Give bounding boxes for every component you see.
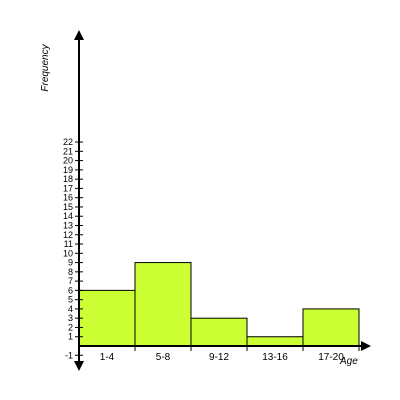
x-tick-label: 5-8	[156, 352, 171, 363]
y-tick-label: 12	[63, 230, 73, 240]
bar-9-12	[190, 317, 248, 347]
y-tick-label: 17	[63, 183, 73, 193]
y-tick-label: 5	[68, 295, 73, 305]
bars	[78, 262, 360, 347]
y-tick-label: 10	[63, 248, 73, 258]
y-tick-label: 1	[68, 332, 73, 342]
y-tick-label: 3	[68, 313, 73, 323]
y-axis-label: Frequency	[40, 43, 51, 91]
x-axis-arrow-right-icon	[361, 341, 371, 351]
y-tick-label: 6	[68, 285, 73, 295]
bar-17-20	[302, 308, 360, 347]
y-tick-label: 9	[68, 258, 73, 268]
y-tick-label: 14	[63, 211, 73, 221]
y-tick-label: 13	[63, 220, 73, 230]
y-tick-label: 11	[64, 239, 73, 249]
y-tick-label: 20	[63, 156, 73, 166]
x-axis-label: Age	[339, 356, 358, 367]
y-axis-arrow-up-icon	[74, 30, 84, 40]
y-tick-label: -1	[65, 350, 73, 360]
y-tick-label: 4	[68, 304, 73, 314]
y-tick-label: 21	[63, 146, 73, 156]
y-tick-label: 18	[63, 174, 73, 184]
y-tick-label: 19	[63, 165, 73, 175]
x-tick-label: 9-12	[209, 352, 229, 363]
y-tick-label: 8	[68, 267, 73, 277]
y-axis-arrow-down-icon	[74, 361, 84, 371]
y-tick-label: 22	[63, 137, 73, 147]
x-tick-label: 17-20	[318, 352, 344, 363]
y-tick-label: 7	[68, 276, 73, 286]
x-tick-label: 13-16	[262, 352, 288, 363]
bar-13-16	[246, 336, 304, 347]
y-tick-label: 2	[68, 322, 73, 332]
bar-1-4	[78, 289, 136, 347]
x-tick-label: 1-4	[100, 352, 115, 363]
bar-5-8	[134, 262, 192, 347]
y-tick-label: 15	[63, 202, 73, 212]
y-tick-label: 16	[63, 193, 73, 203]
x-ticks: 1-4 5-8 9-12 13-16 17-20	[78, 346, 360, 363]
